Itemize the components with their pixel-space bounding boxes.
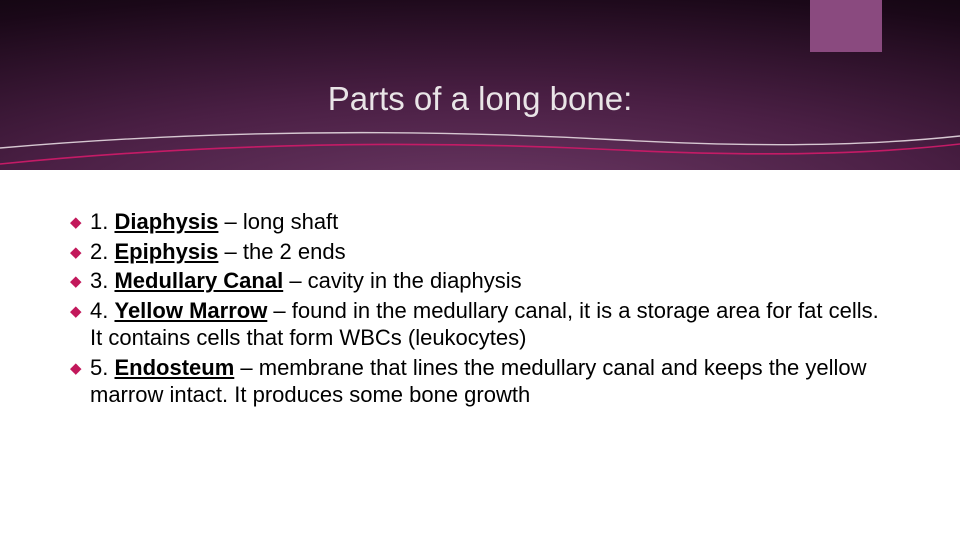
item-term: Epiphysis [114,239,218,264]
item-number: 2. [90,239,108,264]
list-item: ◆ 1. Diaphysis – long shaft [70,208,890,236]
list-item: ◆ 3. Medullary Canal – cavity in the dia… [70,267,890,295]
bullet-icon: ◆ [70,361,82,376]
bullet-icon: ◆ [70,274,82,289]
item-number: 5. [90,355,108,380]
swoosh-divider [0,120,960,170]
item-term: Medullary Canal [114,268,283,293]
slide-header: Parts of a long bone: [0,0,960,170]
item-term: Diaphysis [114,209,218,234]
item-desc: – long shaft [218,209,338,234]
slide-body: ◆ 1. Diaphysis – long shaft ◆ 2. Epiphys… [0,170,960,409]
item-term: Endosteum [114,355,234,380]
list-item: ◆ 4. Yellow Marrow – found in the medull… [70,297,890,352]
bullet-icon: ◆ [70,245,82,260]
swoosh-line-top [0,133,960,148]
slide-title: Parts of a long bone: [0,80,960,118]
item-number: 4. [90,298,108,323]
item-number: 3. [90,268,108,293]
item-number: 1. [90,209,108,234]
item-term: Yellow Marrow [114,298,267,323]
list-item: ◆ 2. Epiphysis – the 2 ends [70,238,890,266]
list-item: ◆ 5. Endosteum – membrane that lines the… [70,354,890,409]
item-desc: – cavity in the diaphysis [283,268,521,293]
bullet-icon: ◆ [70,215,82,230]
accent-tab [810,0,882,52]
item-desc: – the 2 ends [218,239,345,264]
bullet-icon: ◆ [70,304,82,319]
swoosh-line-bottom [0,144,960,164]
